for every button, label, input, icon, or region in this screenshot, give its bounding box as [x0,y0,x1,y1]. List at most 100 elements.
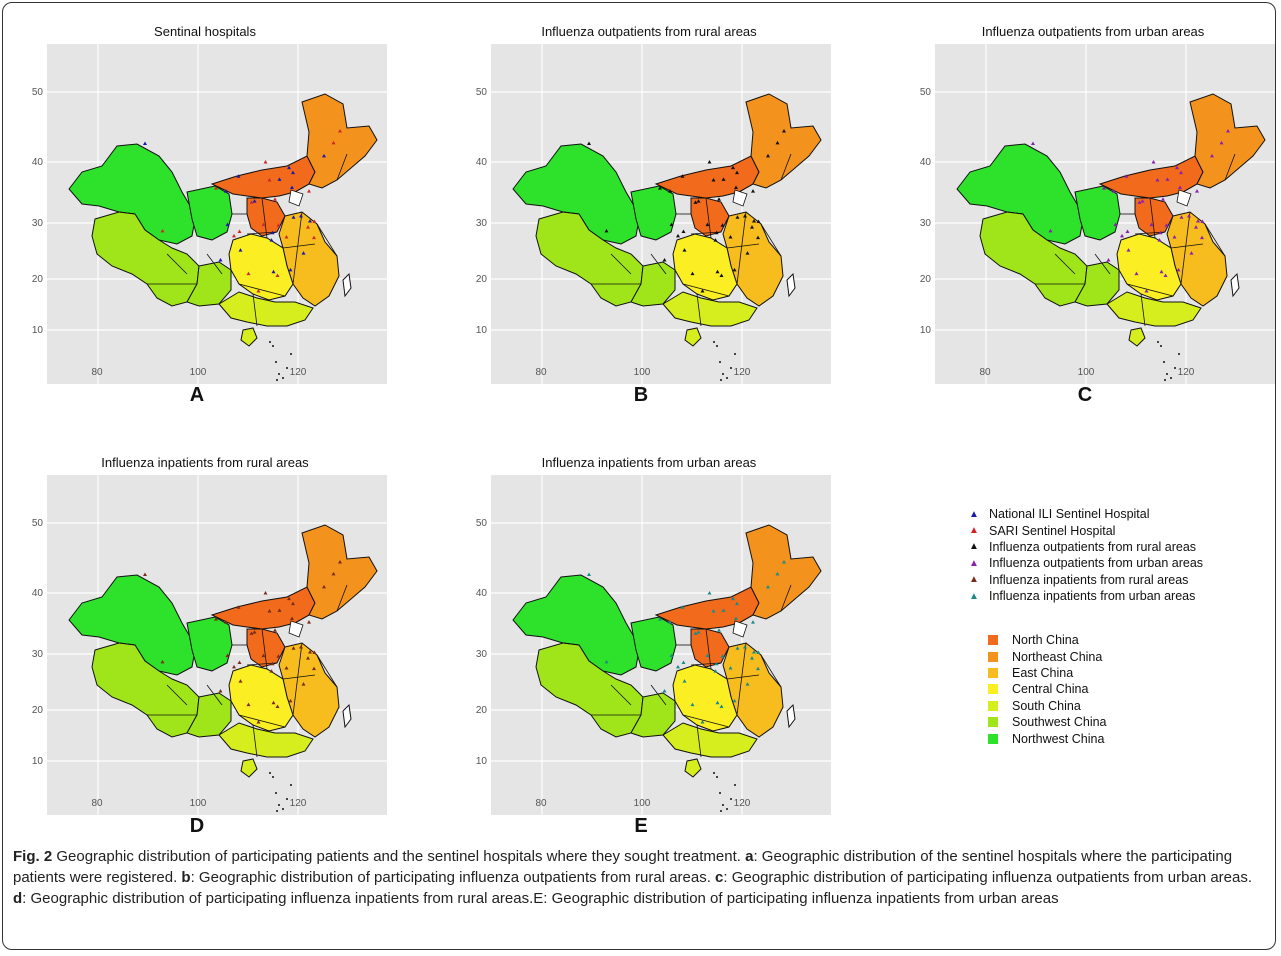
location-marker [273,628,277,632]
island-dot [726,808,728,810]
location-marker [766,584,770,589]
location-marker [775,571,780,576]
province-border [760,223,782,257]
location-marker [1140,199,1145,203]
panel-a: Sentinal hospitals 50 40 30 20 10 80 100… [5,24,405,444]
location-marker [249,200,254,204]
location-marker [261,653,266,658]
region-legend: North China Northeast China East China C… [968,632,1107,747]
location-marker [743,213,747,218]
color-swatch [988,684,998,695]
location-marker [681,229,686,233]
island-dot [272,345,274,347]
province-border [1180,211,1191,285]
island-dot [282,808,284,810]
x-tick-label: 100 [633,798,651,809]
location-marker [275,704,280,708]
y-tick-label: 40 [31,157,43,168]
location-marker [1031,141,1035,145]
location-marker [696,199,701,203]
island-dot [282,377,284,379]
legend-label: Northwest China [1012,731,1105,746]
marker-legend: ▲ National ILI Sentinel Hospital ▲ SARI … [968,506,1268,604]
island-dot [720,379,722,381]
y-tick-label: 40 [475,588,487,599]
y-tick-label: 20 [475,705,487,716]
location-marker [731,165,735,170]
province-region [186,185,233,241]
location-marker [1149,222,1154,227]
province-region [662,291,758,327]
location-marker [750,656,754,660]
location-marker [676,664,680,669]
panel-letter: C [1077,384,1093,406]
location-marker [1189,251,1194,255]
island-dot [1166,373,1168,375]
legend-item: ▲ Influenza inpatients from urban areas [968,588,1268,604]
y-tick-label: 30 [475,649,487,660]
legend-label: North China [1012,633,1079,648]
location-marker [218,689,223,693]
map-plot-area [47,44,387,384]
y-tick-label: 40 [31,588,43,599]
location-marker [756,219,761,224]
location-marker [291,646,296,650]
triangle-icon: ▲ [969,525,979,537]
legend-label: Northeast China [1012,649,1103,664]
location-marker [1102,186,1106,190]
location-marker [782,560,786,564]
location-marker [267,178,272,182]
location-marker [604,659,609,664]
island-dot [1174,367,1176,369]
location-marker [662,689,667,693]
panel-c: Influenza outpatients from urban areas 5… [893,24,1278,444]
panel-title: Influenza inpatients from urban areas [541,455,757,470]
location-marker [721,177,726,181]
figure-label: Fig. 2 [13,848,53,865]
legend-label: South China [1012,698,1081,713]
y-tick-label: 10 [31,325,43,336]
province-border [650,253,667,275]
location-marker [1120,233,1124,238]
location-marker [246,702,251,707]
location-marker [668,620,672,624]
island-dot [1170,377,1172,379]
legend-label: National ILI Sentinel Hospital [989,507,1150,522]
x-tick-label: 80 [535,367,547,378]
location-marker [263,160,268,164]
legend-item: ▲ Influenza inpatients from rural areas [968,572,1268,588]
location-marker [1194,225,1198,229]
figure-caption: Fig. 2 Geographic distribution of partic… [13,846,1268,909]
caption-part-text: : Geographic distribution of participati… [723,869,1253,886]
location-marker [756,235,760,240]
location-marker [731,596,735,601]
location-marker [676,233,680,238]
location-marker [1176,267,1181,272]
province-border [1094,253,1111,275]
island-dot [726,377,728,379]
province-border [760,654,782,688]
sea-outline [288,620,304,638]
location-marker [232,664,236,669]
location-marker [284,666,289,670]
province-border [780,153,792,181]
location-marker [1219,140,1224,145]
province-region [240,758,258,778]
legend-label: Influenza inpatients from urban areas [989,589,1196,604]
x-tick-label: 100 [189,367,207,378]
panel-letter: D [189,815,205,837]
location-marker [160,228,165,233]
province-border [316,654,338,688]
location-marker [690,702,695,707]
location-marker [1124,174,1129,178]
location-marker [1179,215,1184,219]
location-marker [700,289,705,293]
location-marker [756,650,761,655]
province-border [336,153,348,181]
location-marker [693,631,698,635]
location-marker [225,222,230,227]
legend-item: ▲ Influenza outpatients from rural areas [968,539,1268,555]
caption-part-label: a [745,848,754,865]
location-marker [604,228,609,233]
y-tick-label: 20 [31,274,43,285]
